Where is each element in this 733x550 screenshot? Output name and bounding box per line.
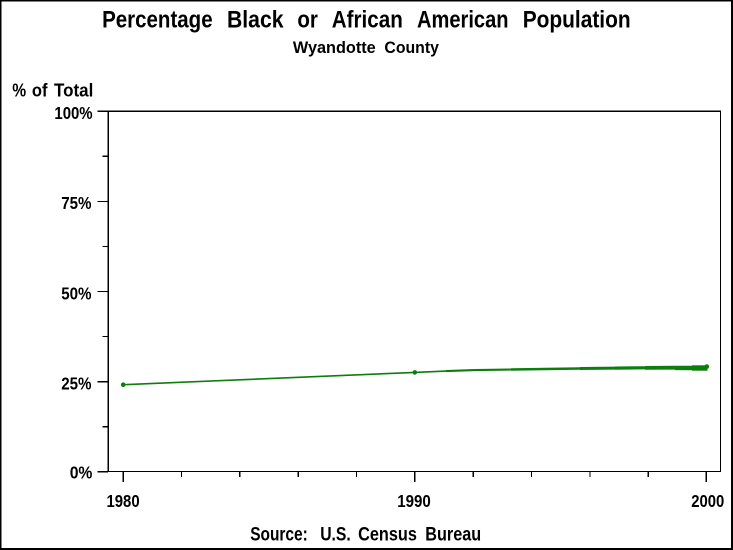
svg-text:U.S.: U.S.	[320, 524, 351, 546]
svg-text:25%: 25%	[61, 373, 92, 393]
svg-text:or: or	[297, 6, 318, 33]
svg-text:Wyandotte: Wyandotte	[293, 38, 376, 57]
svg-text:of: of	[32, 80, 49, 100]
svg-text:County: County	[384, 38, 439, 57]
svg-text:Population: Population	[523, 6, 631, 33]
svg-text:50%: 50%	[61, 283, 92, 303]
svg-text:2000: 2000	[691, 491, 724, 511]
svg-text:%: %	[12, 80, 26, 100]
svg-text:Black: Black	[227, 6, 284, 33]
svg-text:100%: 100%	[54, 103, 93, 123]
svg-text:0%: 0%	[70, 462, 93, 482]
svg-text:African: African	[332, 6, 403, 33]
svg-text:1980: 1980	[107, 491, 140, 511]
svg-text:1990: 1990	[397, 491, 431, 511]
svg-text:Census: Census	[358, 524, 417, 546]
svg-text:Bureau: Bureau	[425, 524, 481, 546]
svg-text:Source:: Source:	[250, 524, 308, 546]
svg-text:Total: Total	[54, 80, 93, 100]
svg-text:American: American	[417, 6, 509, 33]
svg-text:75%: 75%	[61, 193, 92, 213]
svg-text:Percentage: Percentage	[102, 6, 213, 33]
